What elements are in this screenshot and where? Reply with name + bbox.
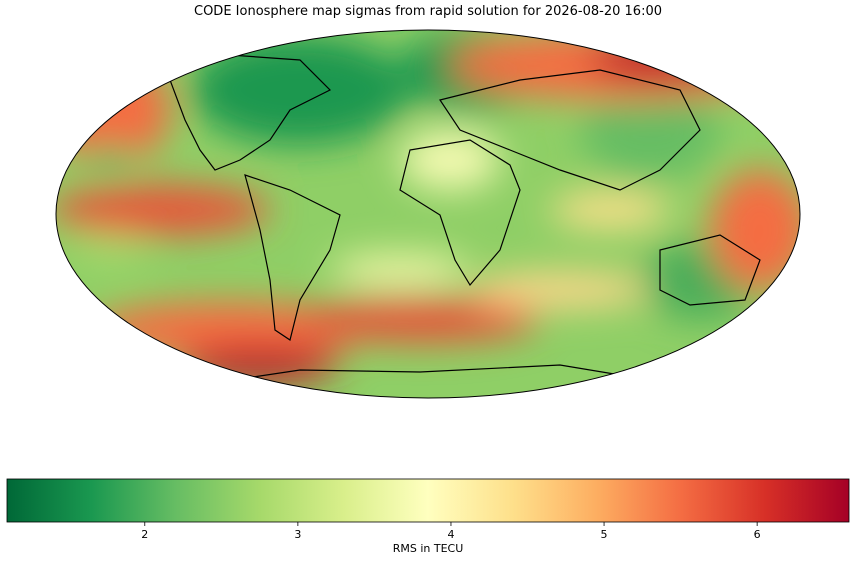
colorbar: 2 3 4 5 6 — [6, 478, 850, 541]
coastlines — [169, 54, 761, 398]
colorbar-ramp — [6, 478, 850, 523]
sigma-field — [56, 30, 800, 398]
colorbar-tick-label: 4 — [447, 528, 454, 541]
colorbar-tick-label: 6 — [754, 528, 761, 541]
map-title: CODE Ionosphere map sigmas from rapid so… — [194, 4, 662, 19]
colorbar-tick-label: 5 — [601, 528, 608, 541]
map-outline — [55, 29, 801, 399]
colorbar-tick-label: 3 — [294, 528, 301, 541]
colorbar-label: RMS in TECU — [393, 542, 464, 555]
colorbar-tick-label: 2 — [141, 528, 148, 541]
